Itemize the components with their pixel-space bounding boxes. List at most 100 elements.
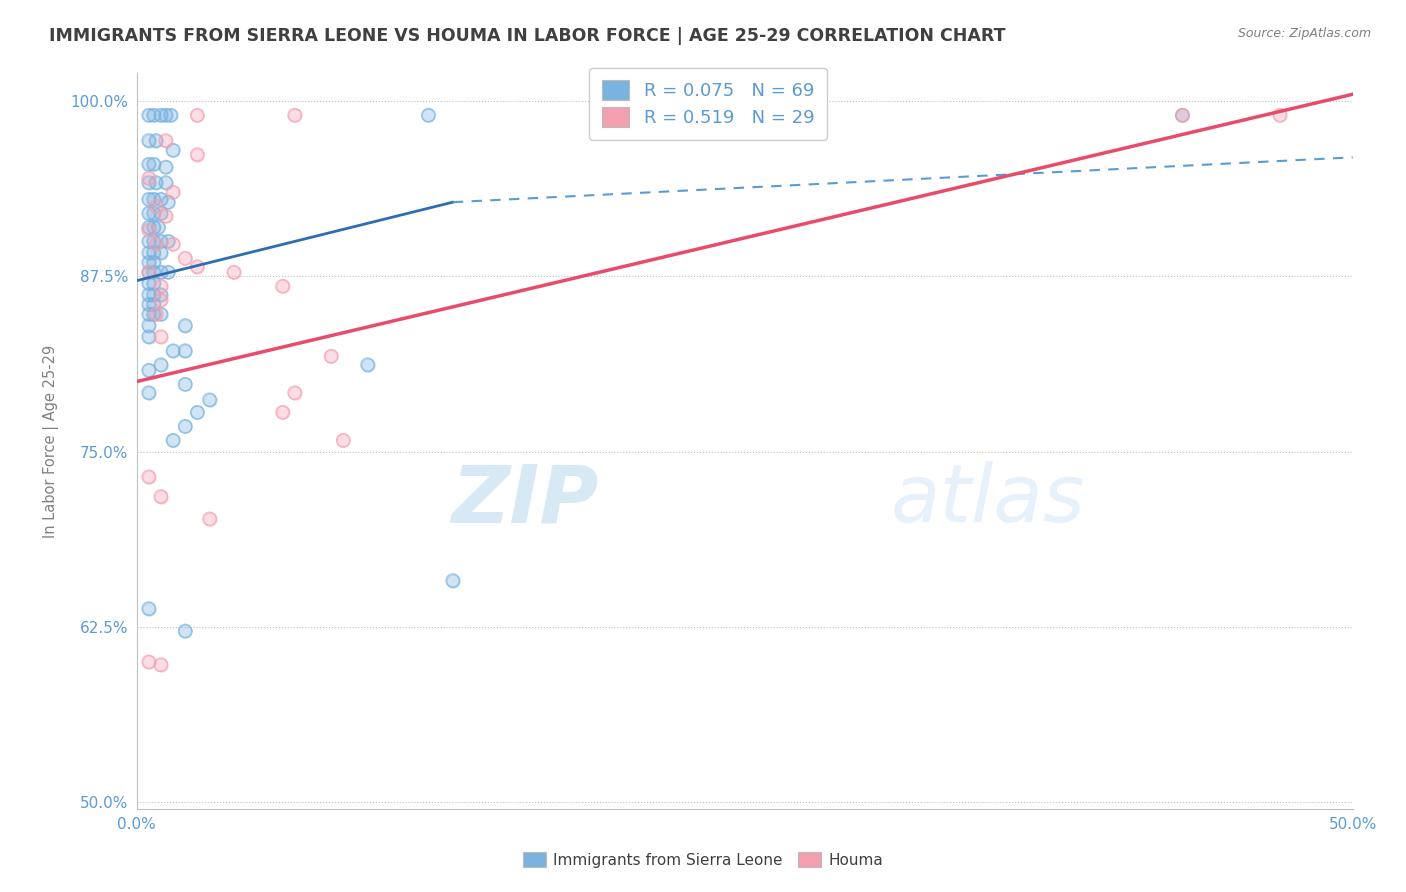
Point: [1171, 108, 1194, 122]
Point: [142, 255, 165, 269]
Point: [138, 176, 160, 190]
Point: [142, 245, 165, 260]
Point: [271, 279, 294, 293]
Text: Source: ZipAtlas.com: Source: ZipAtlas.com: [1237, 27, 1371, 40]
Point: [441, 574, 464, 588]
Point: [145, 307, 167, 321]
Point: [157, 235, 180, 249]
Point: [418, 108, 440, 122]
Point: [142, 245, 165, 260]
Point: [142, 255, 165, 269]
Point: [149, 265, 172, 279]
Point: [149, 358, 172, 372]
Point: [1268, 108, 1291, 122]
Point: [138, 297, 160, 311]
Point: [186, 260, 208, 274]
Point: [149, 287, 172, 301]
Point: [186, 405, 208, 419]
Text: ZIP: ZIP: [451, 461, 599, 539]
Point: [162, 343, 184, 358]
Point: [138, 265, 160, 279]
Point: [186, 405, 208, 419]
Point: [145, 199, 167, 213]
Point: [138, 171, 160, 186]
Point: [155, 134, 177, 148]
Point: [356, 358, 378, 372]
Point: [142, 157, 165, 171]
Point: [155, 134, 177, 148]
Point: [149, 293, 172, 308]
Point: [145, 237, 167, 252]
Point: [162, 144, 184, 158]
Point: [138, 307, 160, 321]
Point: [138, 223, 160, 237]
Point: [149, 265, 172, 279]
Point: [138, 385, 160, 400]
Point: [142, 220, 165, 235]
Point: [138, 223, 160, 237]
Point: [142, 307, 165, 321]
Point: [138, 108, 160, 122]
Point: [271, 405, 294, 419]
Point: [186, 260, 208, 274]
Point: [321, 349, 343, 363]
Point: [186, 147, 208, 161]
Point: [138, 287, 160, 301]
Point: [138, 277, 160, 291]
Point: [142, 193, 165, 207]
Point: [186, 108, 208, 122]
Point: [174, 252, 197, 266]
Point: [174, 624, 197, 638]
Point: [142, 307, 165, 321]
Point: [138, 601, 160, 615]
Point: [174, 343, 197, 358]
Point: [138, 235, 160, 249]
Point: [142, 220, 165, 235]
Point: [138, 108, 160, 122]
Point: [138, 265, 160, 279]
Point: [138, 265, 160, 279]
Point: [138, 363, 160, 377]
Point: [138, 297, 160, 311]
Point: [145, 199, 167, 213]
Point: [149, 245, 172, 260]
Point: [142, 235, 165, 249]
Point: [162, 434, 184, 448]
Point: [142, 277, 165, 291]
Point: [142, 235, 165, 249]
Point: [148, 220, 170, 235]
Point: [149, 108, 172, 122]
Point: [138, 470, 160, 484]
Point: [142, 297, 165, 311]
Point: [138, 307, 160, 321]
Point: [155, 160, 177, 174]
Point: [1268, 108, 1291, 122]
Point: [138, 157, 160, 171]
Point: [149, 490, 172, 504]
Point: [138, 157, 160, 171]
Point: [198, 392, 221, 407]
Point: [149, 287, 172, 301]
Point: [162, 186, 184, 200]
Point: [284, 385, 307, 400]
Point: [155, 209, 177, 223]
Point: [138, 206, 160, 220]
Point: [138, 329, 160, 343]
Point: [145, 134, 167, 148]
Point: [138, 255, 160, 269]
Point: [174, 419, 197, 434]
Point: [138, 265, 160, 279]
Point: [271, 405, 294, 419]
Point: [145, 176, 167, 190]
Point: [284, 385, 307, 400]
Point: [149, 206, 172, 220]
Point: [149, 293, 172, 308]
Point: [148, 220, 170, 235]
Point: [155, 176, 177, 190]
Point: [138, 176, 160, 190]
Point: [138, 329, 160, 343]
Point: [138, 255, 160, 269]
Point: [155, 209, 177, 223]
Point: [149, 329, 172, 343]
Point: [149, 235, 172, 249]
